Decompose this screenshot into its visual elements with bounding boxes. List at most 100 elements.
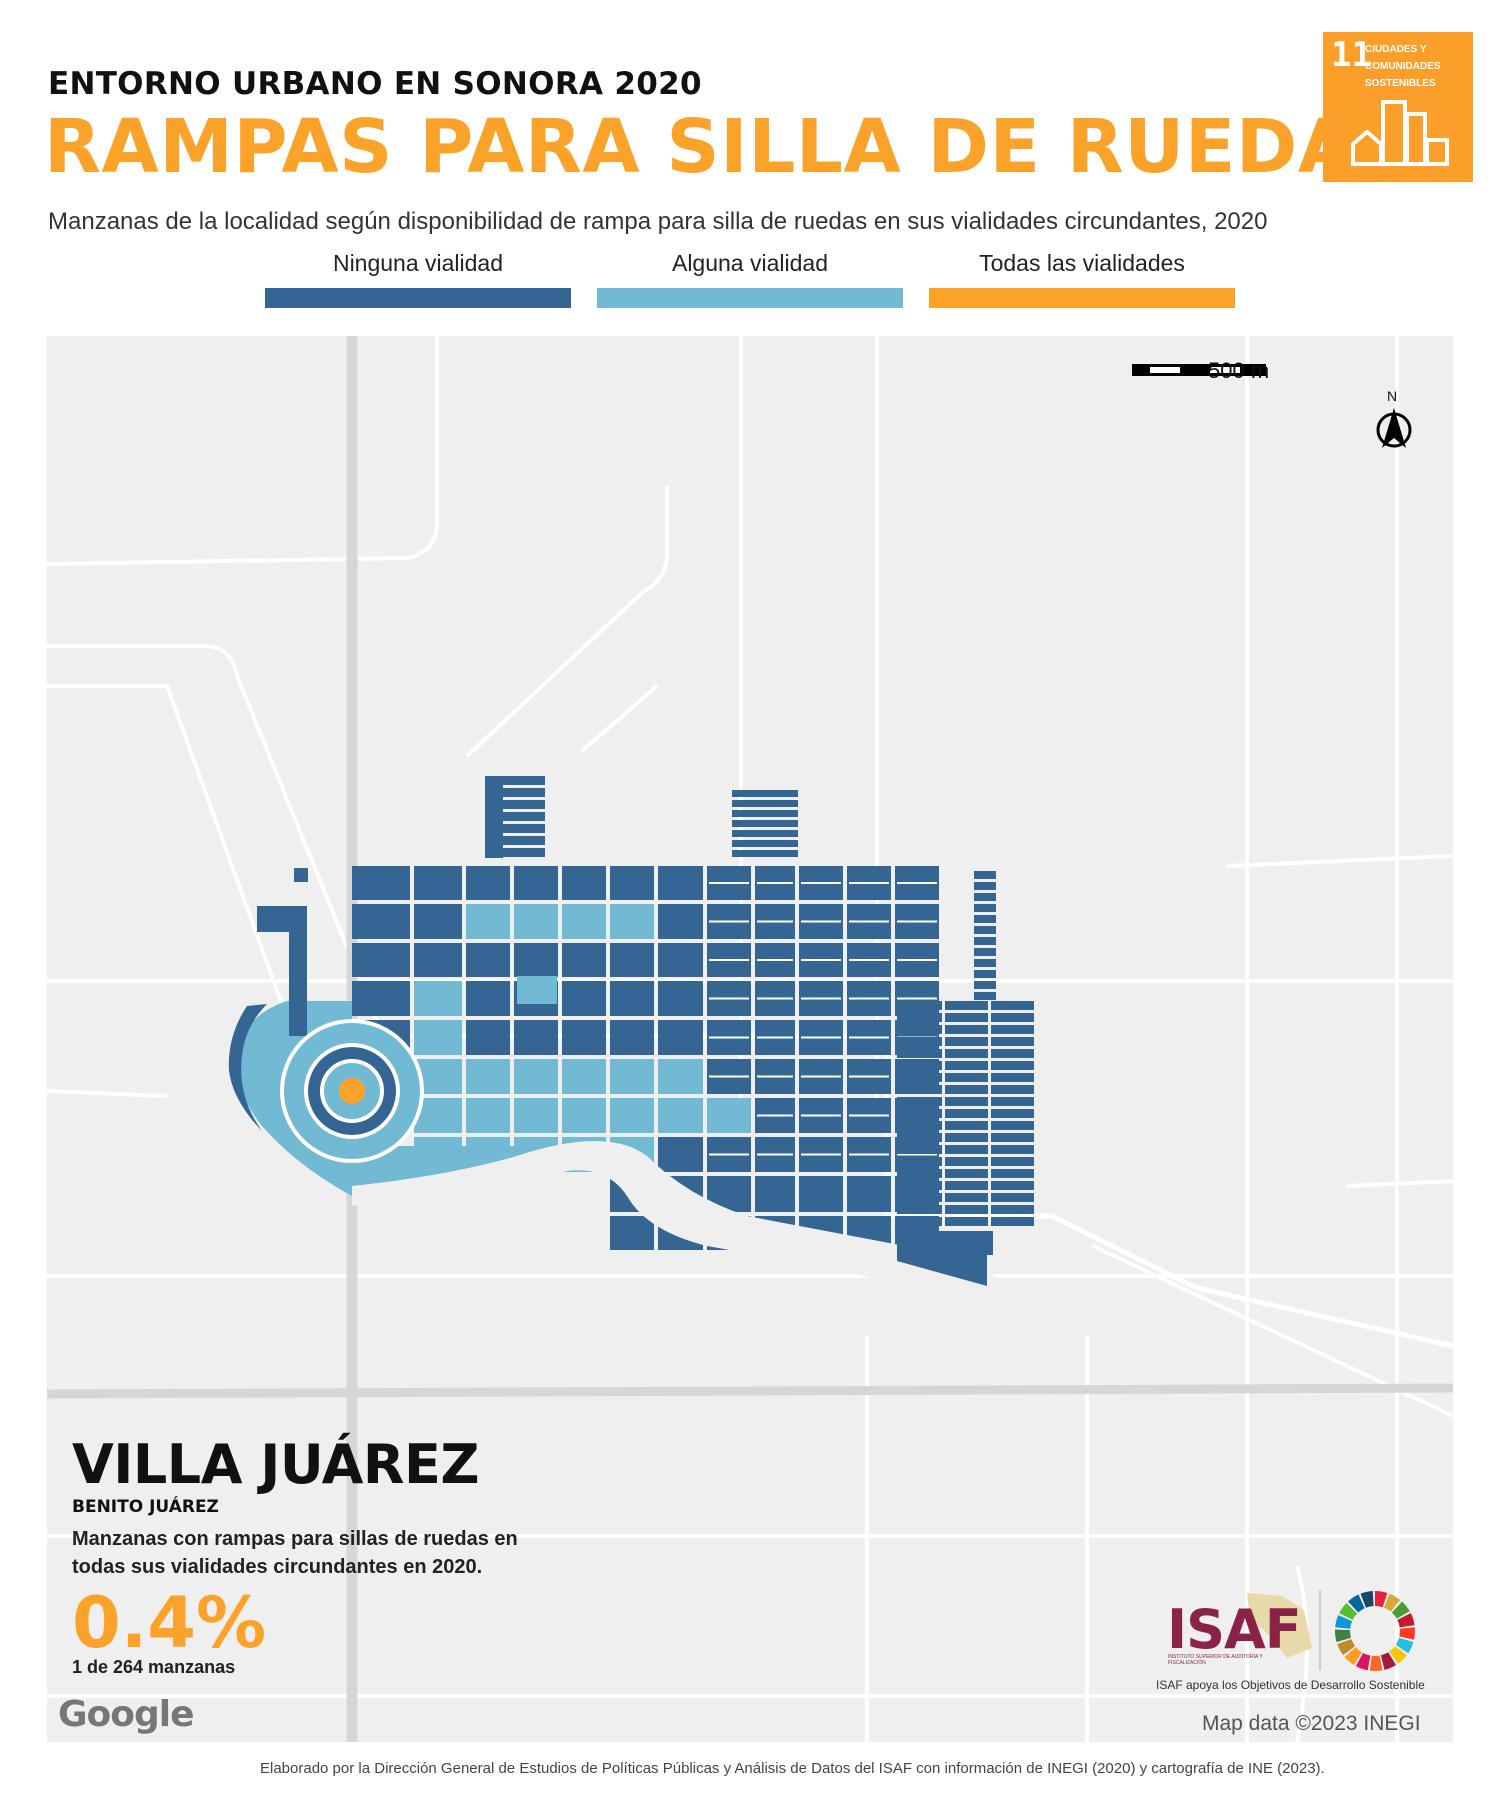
sonora-map-icon: [1242, 1588, 1322, 1668]
city-block: [757, 920, 793, 923]
city-block: [945, 1133, 988, 1142]
city-block: [991, 1013, 1034, 1022]
city-block: [849, 1075, 889, 1078]
city-block: [849, 920, 889, 923]
city-block: [945, 1037, 988, 1046]
city-block: [801, 959, 841, 961]
city-block: [974, 871, 996, 879]
city-block: [897, 1157, 942, 1166]
sdg-wheel-segment: [1355, 1652, 1371, 1671]
sdg-wheel-segment: [1369, 1655, 1383, 1671]
city-block: [610, 904, 654, 939]
north-label: N: [1387, 388, 1398, 404]
city-block: [945, 1073, 988, 1082]
city-block: [945, 1205, 988, 1214]
city-block: [517, 976, 557, 1004]
city-block: [709, 959, 749, 961]
city-block: [974, 926, 996, 934]
city-block: [849, 1114, 889, 1117]
city-block: [709, 1153, 749, 1156]
city-block: [801, 920, 841, 923]
city-block: [897, 1169, 942, 1178]
sdg-text: SOSTENIBLES: [1365, 78, 1436, 89]
city-block: [991, 1037, 1034, 1046]
city-block: [847, 1176, 891, 1212]
city-block: [352, 1141, 1057, 1346]
city-block: [945, 1085, 988, 1094]
city-block: [991, 1169, 1034, 1178]
city-block: [562, 1098, 606, 1133]
city-block: [801, 1153, 841, 1156]
city-block: [991, 1073, 1034, 1082]
city-block: [897, 1121, 942, 1130]
city-block: [945, 1157, 988, 1166]
sdg-number: 11: [1331, 35, 1372, 75]
north-arrow-icon: [1376, 408, 1412, 448]
header-subtitle: ENTORNO URBANO EN SONORA 2020: [48, 66, 702, 102]
city-block: [849, 997, 889, 1000]
map-canvas[interactable]: [47, 336, 1453, 1742]
sdg-wheel-segment: [1335, 1629, 1351, 1642]
legend-swatch: [597, 288, 903, 308]
city-block: [514, 904, 558, 939]
sdg-wheel-segment: [1391, 1601, 1410, 1619]
city-block: [897, 1049, 942, 1058]
city-block: [485, 788, 545, 797]
stat-count: 1 de 264 manzanas: [72, 1657, 236, 1677]
city-block: [414, 904, 462, 939]
city-block: [466, 981, 510, 1016]
city-block: [562, 1059, 606, 1094]
city-block: [757, 1114, 793, 1117]
sdg-wheel-segment: [1397, 1613, 1415, 1628]
legend-item-alguna: Alguna vialidad: [597, 250, 903, 308]
city-block: [658, 1059, 703, 1094]
place-name: VILLA JUÁREZ: [72, 1433, 480, 1496]
city-block: [707, 1098, 751, 1133]
city-block: [514, 1020, 558, 1055]
city-block: [732, 810, 798, 817]
city-block: [991, 1121, 1034, 1130]
sdg-wheel-segment: [1395, 1637, 1414, 1654]
city-block: [732, 800, 798, 807]
city-block: [799, 1176, 843, 1212]
city-block: [974, 981, 996, 989]
sdg-wheel-segment: [1335, 1615, 1353, 1629]
city-block: [514, 1059, 558, 1094]
city-block: [991, 1157, 1034, 1166]
city-block: [945, 1061, 988, 1070]
municipio-name: BENITO JUÁREZ: [72, 1497, 219, 1517]
city-block: [897, 1109, 942, 1118]
city-block: [414, 943, 462, 977]
logo-divider: [1319, 1590, 1321, 1670]
city-block: [485, 824, 545, 833]
city-block: [945, 1145, 988, 1154]
city-block: [709, 1036, 749, 1039]
city-block: [897, 1085, 942, 1094]
city-block: [945, 1025, 988, 1034]
city-block: [466, 943, 510, 977]
page-title: RAMPAS PARA SILLA DE RUEDAS: [44, 104, 1410, 190]
city-block: [352, 904, 410, 939]
city-block: [658, 981, 703, 1016]
city-block: [991, 1097, 1034, 1106]
footer-source: Elaborado por la Dirección General de Es…: [260, 1760, 1325, 1777]
city-block: [562, 1020, 606, 1055]
city-block: [991, 1049, 1034, 1058]
legend-item-ninguna: Ninguna vialidad: [265, 250, 571, 308]
google-logo: Google: [58, 1694, 195, 1735]
city-block: [897, 1205, 942, 1214]
city-block: [352, 866, 410, 900]
city-block: [991, 1061, 1034, 1070]
city-block: [658, 904, 703, 939]
city-block: [801, 1036, 841, 1039]
city-buildings-icon: [1351, 100, 1449, 166]
sdg-wheel-segment: [1339, 1602, 1358, 1620]
city-block: [991, 1109, 1034, 1118]
city-block: [897, 1217, 942, 1226]
city-block: [709, 997, 749, 1000]
isaf-logo: ISAF: [1167, 1598, 1302, 1661]
city-block: [485, 776, 503, 858]
city-block: [485, 776, 545, 785]
city-block: [897, 1133, 942, 1142]
city-block: [945, 1121, 988, 1130]
